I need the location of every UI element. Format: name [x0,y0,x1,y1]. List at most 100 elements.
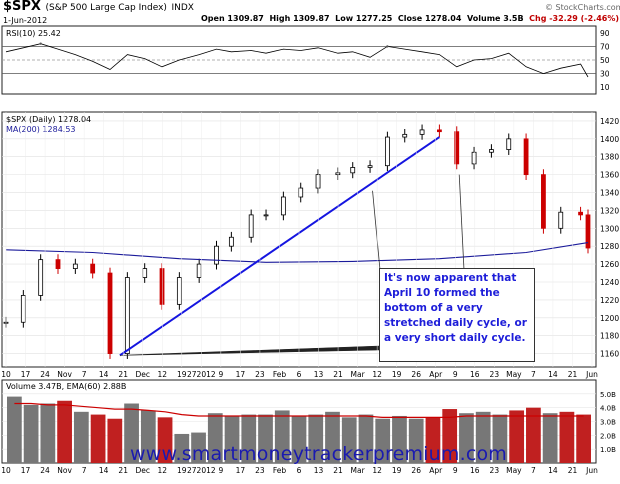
price-bar-body [384,136,390,167]
symbol: $SPX [3,0,41,14]
volume-x-label: 17 [21,466,31,475]
volume-bar [542,413,558,463]
volume-bar [107,418,123,463]
volume-x-label: Jun [585,466,598,475]
volume-x-label: 13 [314,466,324,475]
volume-bar [475,411,491,463]
ma200-legend: MA(200) 1284.53 [6,125,76,134]
price-x-label: 272012 [187,370,216,379]
price-x-label: May [506,370,522,379]
volume-bar [191,432,206,463]
price-bar-body [489,149,494,153]
price-bar-body [72,263,78,269]
price-x-label: 14 [99,370,109,379]
price-x-label: 7 [531,370,536,379]
volume-panel: 5.0B 4.0B 3.0B 2.0B 1.0B Volume 3.47B, EMA(60… [1,382,616,475]
index-name: (S&P 500 Large Cap Index) [45,3,167,13]
price-x-label: 23 [490,370,500,379]
price-tick-label: 1220 [600,296,619,305]
price-x-label: 9 [453,370,458,379]
volume-x-label: 7 [82,466,87,475]
price-bar-body [437,129,442,133]
volume-tick-label: 1.0B [600,446,616,454]
price-tick-label: 1340 [600,189,619,198]
change-value: Chg -32.29 (-2.46%) [529,14,619,23]
volume-ema-line [14,402,584,418]
volume-bar [174,433,190,463]
volume-bar [258,414,273,463]
volume-x-label: 14 [99,466,109,475]
volume-bar [425,417,441,463]
volume-x-label: 21 [118,466,128,475]
volume-bar [157,417,173,463]
price-bar-body [578,211,583,216]
price-bar-body [20,295,26,323]
price-bar-body [248,214,254,238]
volume-bar [442,409,458,463]
price-tick-label: 1360 [600,171,619,180]
price-bar-body [280,196,286,216]
price-bar-body [541,174,546,229]
volume-x-label: 7 [531,466,536,475]
price-bar-body [419,129,425,135]
volume-bar [408,418,424,463]
price-tick-label: 1280 [600,242,619,251]
volume-bar [90,414,106,463]
volume-tick-label: 3.0B [600,419,616,427]
price-tick-label: 1400 [600,135,619,144]
low-value: Low 1277.25 [335,14,393,23]
volume-value: Volume 3.5B [467,14,524,23]
volume-bar [224,415,240,463]
volume-x-label: 26 [411,466,421,475]
price-bar-body [107,272,113,354]
price-x-label: 21 [118,370,128,379]
price-bar-body [523,138,529,176]
volume-bar [124,403,139,463]
price-bar-body [176,277,182,305]
website-watermark: www.smartmoneytrackerpremium.com [130,443,508,465]
price-x-label: Nov [57,370,72,379]
price-bar-body [471,151,477,165]
price-bar-body [196,263,202,278]
volume-x-label: Mar [351,466,366,475]
volume-x-label: 19 [177,466,187,475]
rsi-tick-label: 90 [600,29,610,38]
price-bar-body [124,277,130,354]
price-x-label: 17 [21,370,31,379]
price-bar-body [350,167,356,174]
volume-bar [325,411,340,463]
price-bar-body [315,174,321,189]
price-bar-body [142,268,148,278]
volume-bar [341,417,357,463]
price-x-label: 6 [297,370,302,379]
volume-x-label: 9 [218,466,223,475]
price-tick-label: 1420 [600,117,619,126]
volume-bar [459,413,474,463]
price-x-label: 14 [548,370,558,379]
price-x-label: Dec [135,370,150,379]
exchange-label: INDX [171,3,194,13]
price-x-label: 10 [1,370,11,379]
volume-x-label: Nov [57,466,72,475]
volume-bar [526,407,541,463]
volume-x-label: 21 [333,466,343,475]
volume-bar [140,410,156,463]
volume-x-label: 16 [470,466,480,475]
price-bar-body [38,259,44,296]
volume-tick-label: 5.0B [600,391,616,399]
volume-bar [7,396,22,463]
volume-x-label: 23 [255,466,265,475]
price-x-label: 17 [236,370,246,379]
price-bar-body [55,259,61,269]
price-x-label: 12 [372,370,382,379]
price-x-label: 21 [333,370,343,379]
volume-bar [576,414,591,463]
price-x-label: 21 [568,370,578,379]
volume-bar [358,414,374,463]
volume-bar [392,415,407,463]
rsi-overbought-point [39,42,42,45]
price-bar-body [558,211,564,229]
price-bar-body [367,165,373,168]
volume-x-label: 6 [297,466,302,475]
